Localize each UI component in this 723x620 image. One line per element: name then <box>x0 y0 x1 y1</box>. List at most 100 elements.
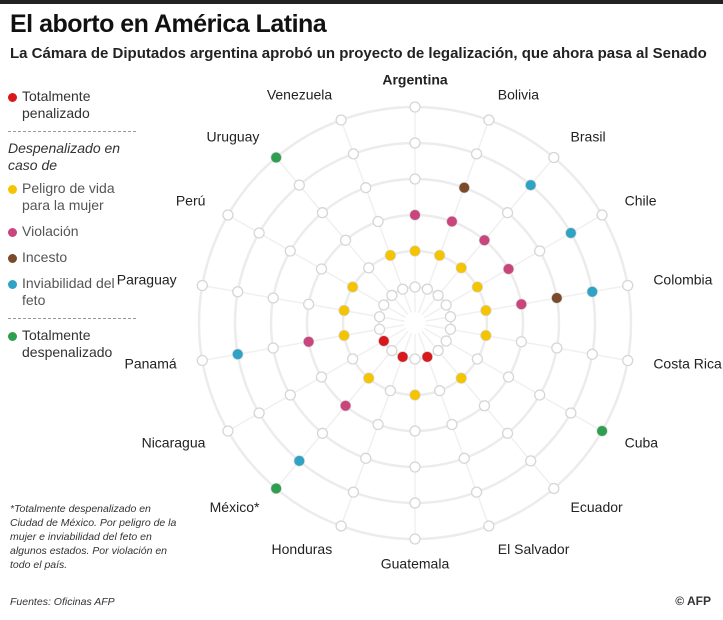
empty-dot <box>596 209 608 221</box>
status-dot <box>339 330 350 341</box>
empty-dot <box>363 262 375 274</box>
status-dot <box>339 305 350 316</box>
empty-dot <box>222 425 234 437</box>
empty-dot <box>444 323 457 335</box>
empty-dot <box>409 533 421 545</box>
status-dot <box>378 336 389 346</box>
country-label: Argentina <box>382 72 448 88</box>
legend-item: Peligro de vida para la mujer <box>8 180 136 214</box>
empty-dot <box>315 371 328 383</box>
status-dot <box>551 292 562 303</box>
empty-dot <box>386 344 398 357</box>
empty-dot <box>622 354 634 367</box>
empty-dot <box>267 292 279 304</box>
legend-item: Inviabilidad del feto <box>8 275 136 309</box>
empty-dot <box>232 286 244 298</box>
empty-dot <box>409 137 421 149</box>
country-label: Honduras <box>272 541 333 557</box>
empty-dot <box>432 289 444 302</box>
separator <box>8 318 136 319</box>
status-dot <box>271 483 282 494</box>
separator <box>8 131 136 132</box>
status-dot <box>480 330 491 341</box>
empty-dot <box>525 455 537 467</box>
legend-dot <box>8 185 17 194</box>
empty-dot <box>253 227 265 239</box>
empty-dot <box>470 148 483 160</box>
source: Fuentes: Oficinas AFP <box>10 596 115 608</box>
legend-heading: Despenalizado en caso de <box>8 140 121 173</box>
status-dot <box>340 400 351 411</box>
subtitle: La Cámara de Diputados argentina aprobó … <box>10 45 707 62</box>
country-label: Guatemala <box>381 556 450 572</box>
country-label: Brasil <box>571 128 606 144</box>
empty-dot <box>446 418 458 431</box>
empty-dot <box>502 371 515 383</box>
title: El aborto en América Latina <box>10 10 327 38</box>
legend: Totalmente penalizado Despenalizado en ca… <box>8 88 136 370</box>
empty-dot <box>501 427 514 439</box>
status-dot <box>347 282 358 292</box>
empty-dot <box>409 173 421 185</box>
credit: © AFP <box>675 594 711 608</box>
status-dot <box>503 264 514 274</box>
empty-dot <box>409 101 421 113</box>
empty-dot <box>551 342 563 354</box>
empty-dot <box>565 407 577 419</box>
legend-label: Inviabilidad del feto <box>22 275 115 308</box>
country-label: Uruguay <box>207 128 260 144</box>
status-dot <box>587 286 598 297</box>
legend-dot <box>8 280 17 289</box>
empty-dot <box>293 179 305 191</box>
empty-dot <box>373 323 386 335</box>
legend-dot <box>8 332 17 341</box>
status-dot <box>597 426 608 436</box>
status-dot <box>303 336 314 347</box>
status-dot <box>397 351 408 362</box>
country-label: Panamá <box>125 356 177 372</box>
empty-dot <box>222 209 234 221</box>
status-dot <box>271 152 282 163</box>
empty-dot <box>483 114 495 126</box>
empty-dot <box>586 348 598 360</box>
empty-dot <box>548 482 560 495</box>
empty-dot <box>378 299 390 311</box>
empty-dot <box>284 245 296 257</box>
empty-dot <box>372 418 384 431</box>
empty-dot <box>302 298 315 310</box>
empty-dot <box>384 385 397 397</box>
legend-dot <box>8 254 17 263</box>
empty-dot <box>409 281 421 293</box>
empty-dot <box>534 389 546 401</box>
empty-dot <box>360 452 372 464</box>
status-dot <box>422 351 433 362</box>
empty-dot <box>440 335 452 347</box>
empty-dot <box>335 520 347 532</box>
empty-dot <box>339 234 352 246</box>
empty-dot <box>483 520 495 532</box>
legend-label: Peligro de vida para la mujer <box>22 180 115 213</box>
empty-dot <box>316 207 329 219</box>
status-dot <box>410 390 420 400</box>
empty-dot <box>433 385 446 397</box>
status-dot <box>456 262 467 273</box>
status-dot <box>385 250 396 261</box>
status-dot <box>410 246 420 256</box>
empty-dot <box>478 400 491 412</box>
status-dot <box>446 216 457 227</box>
empty-dot <box>196 279 208 292</box>
empty-dot <box>335 114 347 126</box>
status-dot <box>456 373 467 384</box>
country-label: Costa Rica <box>653 356 722 372</box>
empty-dot <box>501 207 514 219</box>
empty-dot <box>253 407 265 419</box>
empty-dot <box>397 283 409 295</box>
empty-dot <box>515 336 528 348</box>
legend-item: Totalmente penalizado <box>8 88 136 122</box>
empty-dot <box>409 497 421 509</box>
country-label: Bolivia <box>498 86 539 102</box>
footnote: *Totalmente despenalizado en Ciudad de M… <box>10 503 177 571</box>
country-label: Nicaragua <box>142 435 206 451</box>
status-dot <box>479 235 490 246</box>
